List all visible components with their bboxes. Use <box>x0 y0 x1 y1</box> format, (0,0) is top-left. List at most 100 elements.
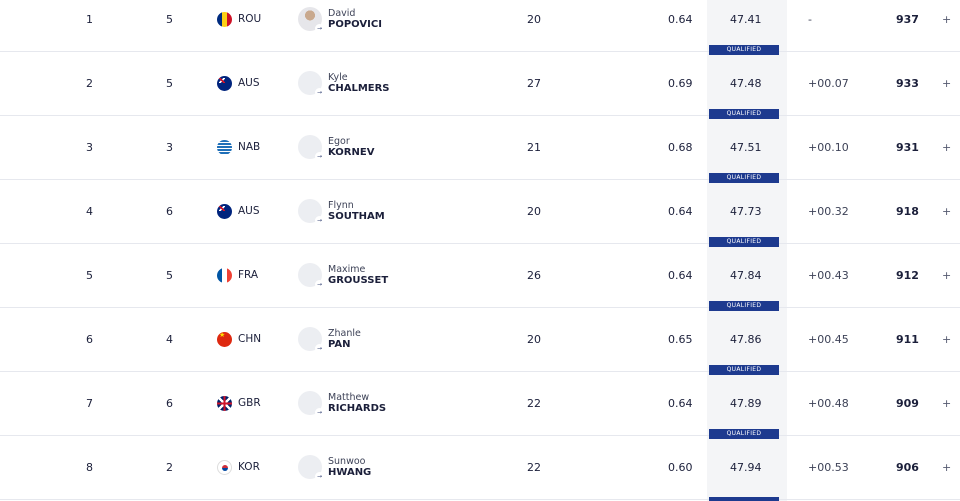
points: 933 <box>896 76 919 90</box>
last-name: HWANG <box>328 467 372 478</box>
rank: 6 <box>86 332 93 346</box>
athlete[interactable]: → Sunwoo HWANG <box>298 435 371 499</box>
rank: 7 <box>86 396 93 410</box>
points: 906 <box>896 460 919 474</box>
result-row[interactable]: QUALIFIED 3 3 NAB → Egor KORNEV 21 0.68 … <box>0 109 960 180</box>
country-code: AUS <box>238 205 260 217</box>
plus-icon[interactable]: + <box>942 12 952 26</box>
race-time: 47.73 <box>730 204 762 218</box>
points: 937 <box>896 12 919 26</box>
time-column-highlight <box>707 0 787 501</box>
result-row[interactable]: QUALIFIED 2 5 AUS → Kyle CHALMERS 27 0.6… <box>0 45 960 116</box>
avatar[interactable]: → <box>298 327 324 353</box>
age: 20 <box>527 204 541 218</box>
athlete[interactable]: → Matthew RICHARDS <box>298 371 386 435</box>
lane: 6 <box>166 204 173 218</box>
time-difference: +00.07 <box>808 76 849 90</box>
rank: 4 <box>86 204 93 218</box>
rank: 3 <box>86 140 93 154</box>
avatar[interactable]: → <box>298 263 324 289</box>
race-time: 47.51 <box>730 140 762 154</box>
country-code: CHN <box>238 333 262 345</box>
first-name: Zhanle <box>328 328 361 339</box>
plus-icon[interactable]: + <box>942 268 952 282</box>
athlete-name[interactable]: Zhanle PAN <box>328 328 361 350</box>
flag-icon <box>217 203 232 219</box>
qualified-badge-next <box>709 497 779 501</box>
athlete[interactable]: → Maxime GROUSSET <box>298 243 388 307</box>
avatar[interactable]: → <box>298 135 324 161</box>
plus-icon[interactable]: + <box>942 460 952 474</box>
result-row[interactable]: 1 5 ROU → David POPOVICI 20 0.64 47.41 -… <box>0 0 960 52</box>
avatar[interactable]: → <box>298 391 324 417</box>
qualified-badge: QUALIFIED <box>709 301 779 311</box>
arrow-icon: → <box>315 472 324 481</box>
flag-icon <box>217 139 232 155</box>
athlete-name[interactable]: Egor KORNEV <box>328 136 374 158</box>
time-difference: +00.32 <box>808 204 849 218</box>
last-name: KORNEV <box>328 147 375 158</box>
points: 911 <box>896 332 919 346</box>
last-name: POPOVICI <box>328 19 382 30</box>
flag-icon <box>217 75 232 91</box>
avatar[interactable]: → <box>298 455 324 481</box>
athlete[interactable]: → Egor KORNEV <box>298 115 374 179</box>
athlete-name[interactable]: David POPOVICI <box>328 8 382 30</box>
plus-icon[interactable]: + <box>942 396 952 410</box>
avatar[interactable]: → <box>298 7 324 33</box>
last-name: RICHARDS <box>328 403 387 414</box>
athlete-name[interactable]: Matthew RICHARDS <box>328 392 386 414</box>
lane: 3 <box>166 140 173 154</box>
athlete-name[interactable]: Flynn SOUTHAM <box>328 200 385 222</box>
reaction-time: 0.64 <box>668 268 693 282</box>
plus-icon[interactable]: + <box>942 76 952 90</box>
time-difference: +00.48 <box>808 396 849 410</box>
plus-icon[interactable]: + <box>942 140 952 154</box>
qualified-badge: QUALIFIED <box>709 173 779 183</box>
plus-icon[interactable]: + <box>942 332 952 346</box>
flag-icon <box>217 459 232 475</box>
flag-icon <box>217 331 232 347</box>
athlete-name[interactable]: Maxime GROUSSET <box>328 264 388 286</box>
result-row[interactable]: QUALIFIED 6 4 CHN → Zhanle PAN 20 0.65 4… <box>0 301 960 372</box>
result-row[interactable]: QUALIFIED 4 6 AUS → Flynn SOUTHAM 20 0.6… <box>0 173 960 244</box>
first-name: David <box>328 8 356 19</box>
country: GBR <box>217 371 261 435</box>
rank: 5 <box>86 268 93 282</box>
age: 22 <box>527 460 541 474</box>
arrow-icon: → <box>315 344 324 353</box>
result-row[interactable]: QUALIFIED 8 2 KOR → Sunwoo HWANG 22 0.60… <box>0 429 960 500</box>
age: 20 <box>527 12 541 26</box>
arrow-icon: → <box>315 280 324 289</box>
athlete[interactable]: → Zhanle PAN <box>298 307 361 371</box>
lane: 5 <box>166 12 173 26</box>
points: 918 <box>896 204 919 218</box>
reaction-time: 0.64 <box>668 12 693 26</box>
flag-icon <box>217 395 232 411</box>
athlete-name[interactable]: Sunwoo HWANG <box>328 456 371 478</box>
athlete[interactable]: → Kyle CHALMERS <box>298 51 390 115</box>
plus-icon[interactable]: + <box>942 204 952 218</box>
age: 20 <box>527 332 541 346</box>
reaction-time: 0.60 <box>668 460 693 474</box>
result-row[interactable]: QUALIFIED 5 5 FRA → Maxime GROUSSET 26 0… <box>0 237 960 308</box>
athlete-name[interactable]: Kyle CHALMERS <box>328 72 390 94</box>
athlete[interactable]: → Flynn SOUTHAM <box>298 179 385 243</box>
race-time: 47.89 <box>730 396 762 410</box>
first-name: Matthew <box>328 392 370 403</box>
arrow-icon: → <box>315 24 324 33</box>
first-name: Kyle <box>328 72 348 83</box>
arrow-icon: → <box>315 88 324 97</box>
avatar[interactable]: → <box>298 199 324 225</box>
time-difference: +00.10 <box>808 140 849 154</box>
last-name: CHALMERS <box>328 83 390 94</box>
race-time: 47.41 <box>730 12 762 26</box>
age: 21 <box>527 140 541 154</box>
rank: 1 <box>86 12 93 26</box>
athlete[interactable]: → David POPOVICI <box>298 0 382 51</box>
result-row[interactable]: QUALIFIED 7 6 GBR → Matthew RICHARDS 22 … <box>0 365 960 436</box>
arrow-icon: → <box>315 408 324 417</box>
qualified-badge: QUALIFIED <box>709 365 779 375</box>
avatar[interactable]: → <box>298 71 324 97</box>
flag-icon <box>217 267 232 283</box>
